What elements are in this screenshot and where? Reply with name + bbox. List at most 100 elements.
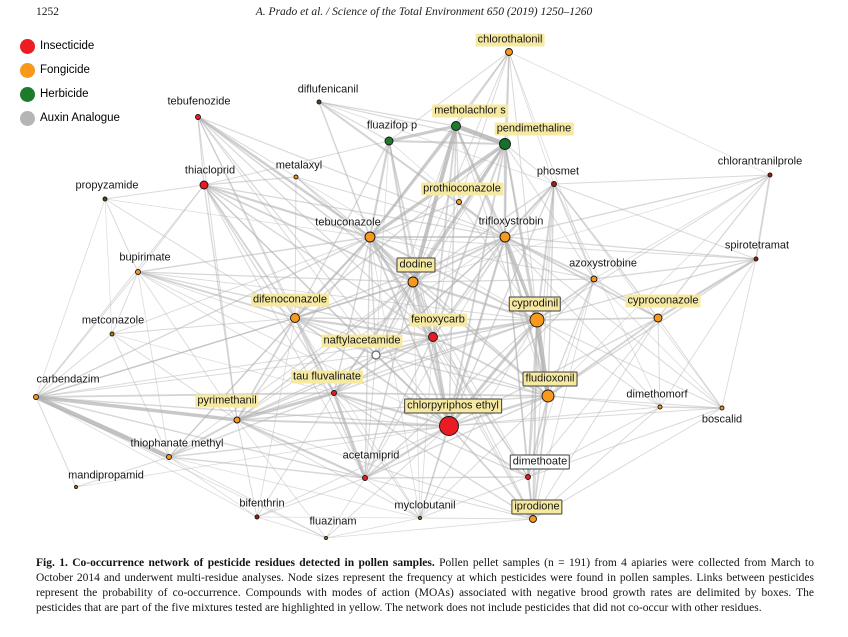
co-occurrence-edge-teb-spi [369, 236, 757, 260]
pesticide-node-bup [135, 269, 141, 275]
pesticide-node-tbf [195, 114, 201, 120]
co-occurrence-edge-fzn-ipr [325, 518, 534, 539]
pesticide-node-tau [331, 390, 337, 396]
co-occurrence-edge-thi-mtx [203, 176, 297, 186]
co-occurrence-edge-cpe-tpm [168, 425, 450, 458]
co-occurrence-edge-dod-cyp [412, 280, 538, 322]
fongicide-dot-icon [20, 62, 35, 78]
co-occurrence-edge-dif-tpm [168, 317, 296, 458]
co-occurrence-edge-chl-azo [508, 51, 595, 280]
co-occurrence-edge-tau-tpm [168, 392, 335, 458]
co-occurrence-edge-mtx-dod [295, 176, 414, 283]
pesticide-node-teb [364, 231, 376, 243]
co-occurrence-edge-bup-car [35, 271, 139, 398]
co-occurrence-edge-pho-dmm [553, 183, 661, 408]
co-occurrence-edge-tpm-myc [168, 456, 421, 519]
pesticide-node-azo [590, 275, 598, 283]
co-occurrence-edge-teb-dim [369, 236, 529, 478]
pesticide-node-mtc [109, 331, 115, 337]
co-occurrence-edge-pho-flu [547, 183, 555, 397]
co-occurrence-edge-prz-bup [104, 198, 139, 273]
co-occurrence-edge-cpe-fzn [325, 425, 450, 539]
pesticide-node-tri [499, 231, 511, 243]
co-occurrence-edge-bup-tpm [137, 271, 170, 458]
co-occurrence-edge-azo-bos [593, 278, 723, 409]
legend-item-auxin-analogue: Auxin Analogue [20, 106, 120, 130]
co-occurrence-edge-naf-cpe [375, 354, 450, 427]
co-occurrence-edge-cyp-dim [527, 319, 538, 478]
co-occurrence-edge-pen-naf [375, 143, 506, 356]
running-head: A. Prado et al. / Science of the Total E… [255, 6, 593, 18]
co-occurrence-edge-tbf-teb [197, 115, 371, 239]
co-occurrence-edge-bup-cyp [137, 271, 538, 321]
co-occurrence-edge-mtc-car [35, 333, 113, 398]
co-occurrence-edge-thi-car [35, 184, 205, 398]
co-occurrence-edge-chl-pho [508, 51, 555, 185]
co-occurrence-edge-flu-myc [419, 395, 549, 519]
co-occurrence-edge-fen-myc [419, 336, 434, 519]
co-occurrence-edge-car-tau [35, 392, 335, 398]
co-occurrence-edge-pho-azo [553, 183, 595, 280]
co-occurrence-edge-tbf-cpe [197, 116, 450, 427]
co-occurrence-edge-mtx-teb [295, 176, 371, 238]
co-occurrence-edge-teb-azo [369, 236, 595, 280]
page-number: 1252 [36, 6, 59, 18]
co-occurrence-edge-dfl-tri [318, 101, 506, 238]
pesticide-node-prz [102, 196, 108, 202]
co-occurrence-edge-tpm-man [75, 456, 170, 488]
co-occurrence-edge-bup-dod [137, 271, 414, 283]
pesticide-node-man [74, 485, 78, 489]
co-occurrence-edge-pen-pho [504, 143, 555, 185]
co-occurrence-edge-teb-ace [364, 236, 371, 479]
co-occurrence-edge-dif-cyp [294, 317, 538, 321]
pesticide-node-dim [525, 474, 531, 480]
pesticide-node-naf [371, 350, 381, 360]
co-occurrence-edge-cla-flu [547, 174, 771, 397]
co-occurrence-edge-tbf-fen [197, 116, 434, 338]
co-occurrence-edge-flz-pen [388, 140, 506, 145]
co-occurrence-edge-dfl-teb [318, 101, 371, 238]
co-occurrence-edge-cyp-fen [432, 318, 538, 339]
co-occurrence-edge-car-ace [35, 396, 366, 479]
co-occurrence-edge-dmm-ipr [532, 406, 661, 520]
co-occurrence-edge-pho-dim [527, 183, 555, 478]
figure-caption-body: Pollen pellet samples (n = 191) from 4 a… [36, 557, 814, 614]
pesticide-node-cla [767, 172, 773, 178]
co-occurrence-edge-chl-cyp [508, 51, 538, 321]
pesticide-node-dif [290, 313, 300, 323]
pesticide-node-cpe [439, 416, 459, 436]
pesticide-node-tpm [166, 454, 172, 460]
pesticide-node-pyr [233, 416, 241, 424]
legend-label: Auxin Analogue [40, 112, 120, 124]
co-occurrence-edge-dif-bif [256, 317, 296, 518]
co-occurrence-edge-cyc-dmm [657, 317, 661, 408]
legend-label: Fongicide [40, 64, 90, 76]
co-occurrence-edge-tbf-dif [197, 116, 296, 319]
co-occurrence-edge-spi-cyc [657, 258, 757, 319]
co-occurrence-edge-dif-mtc [111, 317, 296, 335]
co-occurrence-edge-dfl-met [318, 101, 457, 127]
co-occurrence-edge-cyc-bos [657, 317, 723, 409]
co-occurrence-edge-tau-ipr [333, 392, 534, 520]
co-occurrence-edge-dfl-flz [318, 101, 390, 142]
co-occurrence-edge-tri-spi [504, 236, 757, 260]
pesticide-node-dfl [316, 99, 322, 105]
pesticide-node-myc [418, 516, 422, 520]
co-occurrence-edge-car-pyr [35, 395, 238, 422]
co-occurrence-edge-flu-bos [547, 395, 723, 409]
co-occurrence-edge-met-cpe [448, 125, 457, 427]
co-occurrence-edge-cpe-myc [419, 425, 450, 519]
co-occurrence-edge-tpm-fzn [168, 456, 327, 539]
co-occurrence-edge-bif-myc [256, 516, 421, 519]
pesticide-node-flz [384, 136, 394, 146]
co-occurrence-edge-dif-fen [294, 316, 434, 339]
co-occurrence-edge-teb-car [35, 236, 371, 398]
co-occurrence-edge-tau-cpe [333, 391, 450, 428]
co-occurrence-edge-thi-prz [104, 184, 205, 200]
co-occurrence-edge-chl-prt [458, 51, 510, 203]
co-occurrence-edge-car-fzn [35, 396, 327, 539]
pesticide-node-dod [407, 276, 419, 288]
pesticide-node-met [451, 121, 461, 131]
co-occurrence-edge-ace-bif [256, 477, 366, 518]
co-occurrence-edge-bif-fzn [256, 516, 327, 539]
